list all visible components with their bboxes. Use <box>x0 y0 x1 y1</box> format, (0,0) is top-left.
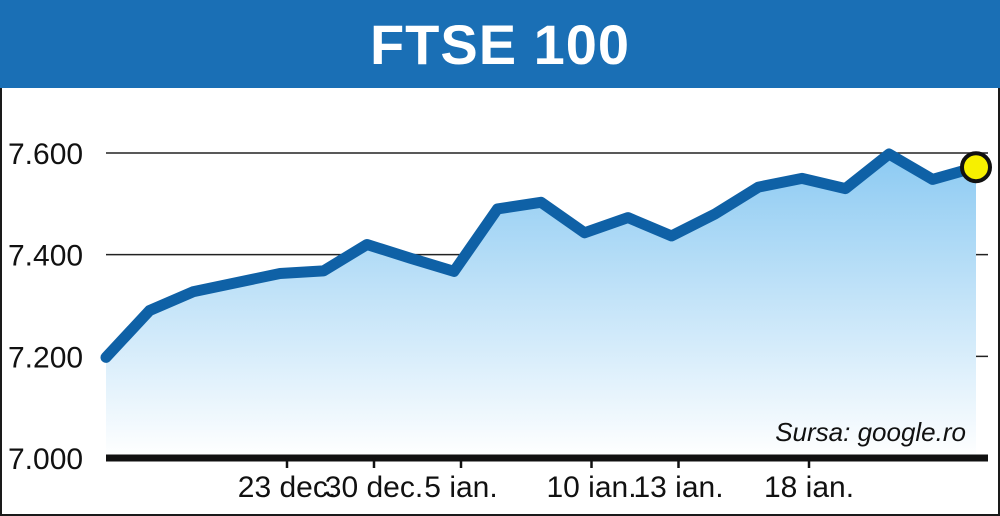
area-path <box>106 154 976 458</box>
y-tick-labels: 7.000 7.200 7.400 7.600 <box>8 138 83 476</box>
y-tick-label: 7.600 <box>8 138 83 171</box>
last-point-layer <box>960 151 992 184</box>
x-tick-label: 18 ian. <box>764 471 854 504</box>
x-tick-label: 5 ian. <box>424 471 497 504</box>
y-tick-label: 7.400 <box>8 240 83 273</box>
y-tick-label: 7.000 <box>8 443 83 476</box>
last-point-marker <box>960 151 992 184</box>
chart-header: FTSE 100 <box>0 0 1000 88</box>
x-tick-label: 30 dec. <box>325 471 423 504</box>
x-tick-labels: 23 dec.30 dec. 5 ian. 10 ian.13 ian. 18 ian… <box>238 471 854 504</box>
y-tick-label: 7.200 <box>8 341 83 374</box>
chart-title: FTSE 100 <box>369 13 631 76</box>
x-axis <box>106 454 988 468</box>
area-fill <box>106 154 976 458</box>
source-note: Sursa: google.ro <box>775 417 966 447</box>
x-tick-label: 23 dec. <box>238 471 336 504</box>
x-tick-label: 13 ian. <box>633 471 723 504</box>
x-tick-label: 10 ian. <box>546 471 636 504</box>
